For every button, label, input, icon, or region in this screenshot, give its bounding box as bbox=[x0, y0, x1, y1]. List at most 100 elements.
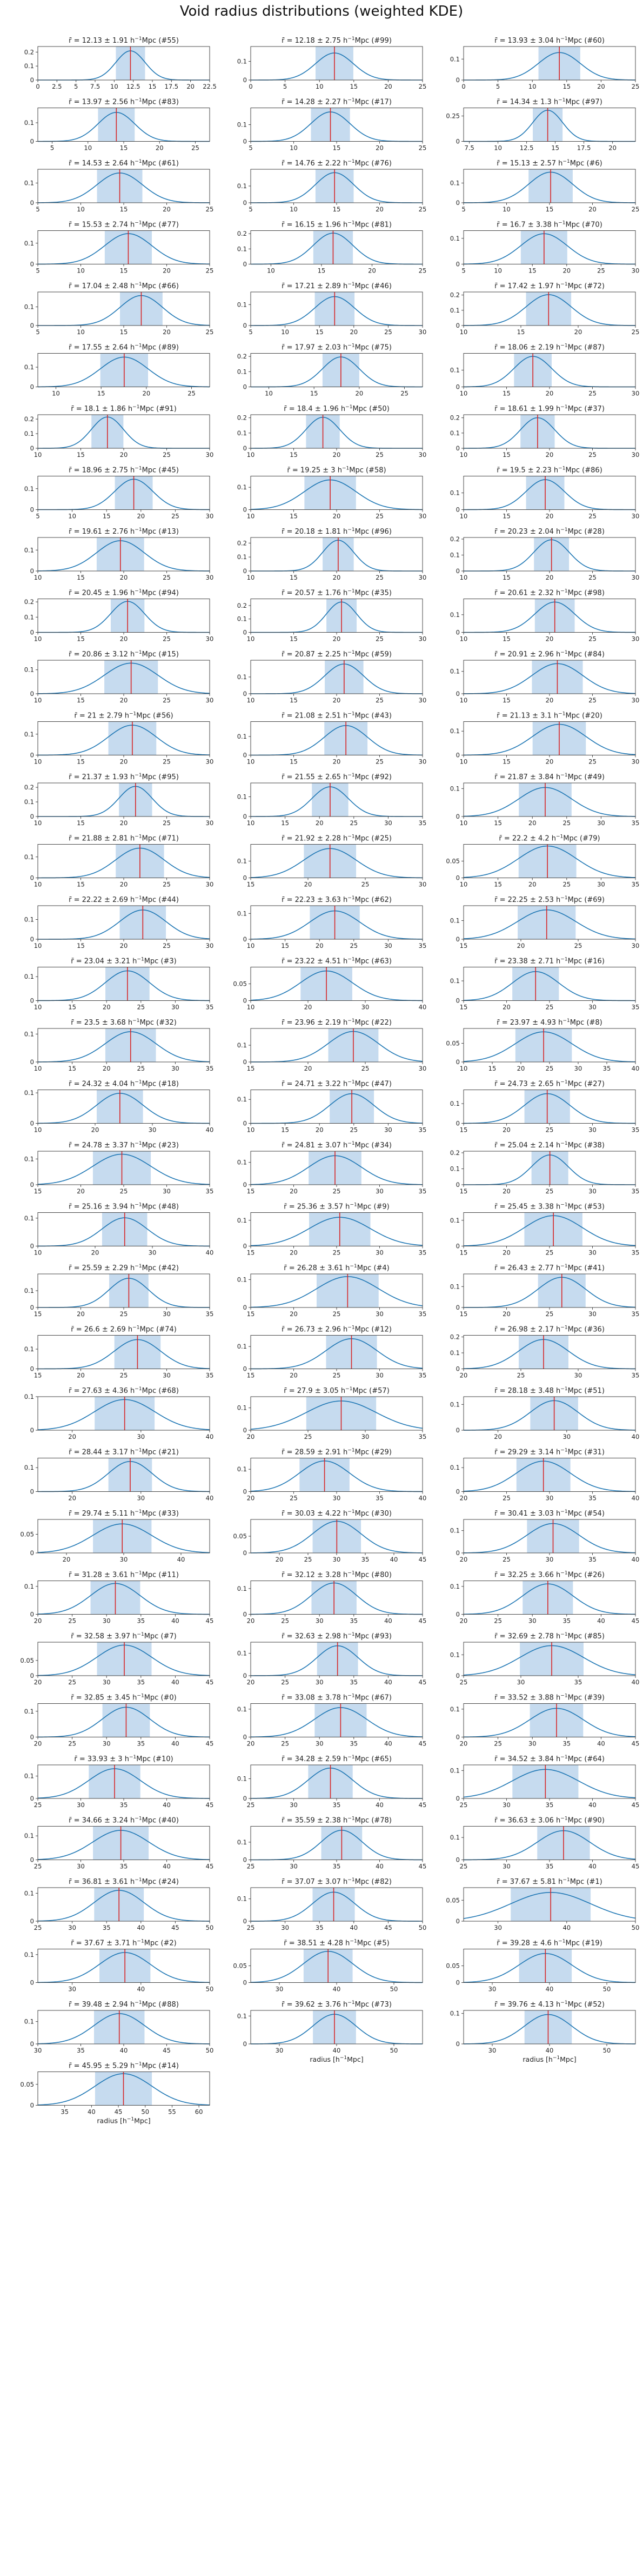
x-tick-label: 10 bbox=[34, 574, 42, 581]
kde-curve bbox=[463, 1708, 636, 1738]
x-tick-label: 50 bbox=[390, 2047, 398, 2054]
x-tick-label: 20 bbox=[247, 1617, 255, 1625]
x-tick-label: 40 bbox=[562, 1924, 571, 1931]
x-tick-label: 15 bbox=[333, 205, 341, 213]
subplot-17: r̄ = 14.28 ± 2.27 h−1Mpc (#17) 5 10 15 20 25 0… bbox=[237, 98, 427, 152]
x-tick-label: 30 bbox=[419, 451, 427, 459]
x-tick-label: 25 bbox=[206, 205, 214, 213]
x-tick-label: 40 bbox=[632, 1678, 640, 1686]
kde-curve bbox=[37, 1644, 210, 1676]
x-tick-label: 25 bbox=[546, 1065, 554, 1072]
subplot-23: r̄ = 24.78 ± 3.37 h−1Mpc (#23) 15 20 25 30 35… bbox=[24, 1141, 214, 1195]
kde-curve bbox=[250, 1400, 423, 1430]
x-tick-label: 25 bbox=[290, 1495, 298, 1502]
axes-frame bbox=[463, 1642, 636, 1676]
subplot-37: r̄ = 18.61 ± 1.99 h−1Mpc (#37) 10 15 20 25 30… bbox=[450, 404, 640, 459]
axes-frame bbox=[37, 476, 210, 510]
subplot-title: r̄ = 36.81 ± 3.61 h−1Mpc (#24) bbox=[69, 1877, 179, 1886]
x-tick-label: 25 bbox=[460, 1678, 468, 1686]
axes-frame bbox=[37, 2072, 210, 2106]
x-tick-label: 12.5 bbox=[126, 83, 140, 90]
x-tick-label: 40 bbox=[163, 1801, 171, 1809]
subplot-title: r̄ = 16.15 ± 1.96 h−1Mpc (#81) bbox=[282, 221, 392, 229]
x-tick-label: 25 bbox=[632, 83, 640, 90]
x-tick-label: 40 bbox=[88, 2108, 96, 2116]
subplot-title: r̄ = 13.97 ± 2.56 h−1Mpc (#83) bbox=[69, 98, 179, 107]
y-tick-label: 0 bbox=[456, 1795, 460, 1802]
y-tick-label: 0 bbox=[30, 1979, 34, 1987]
y-tick-label: 0.2 bbox=[237, 414, 247, 422]
subplot-54: r̄ = 30.41 ± 3.03 h−1Mpc (#54) 20 25 30 35 40… bbox=[450, 1509, 640, 1563]
x-tick-label: 10 bbox=[77, 328, 85, 336]
y-tick-label: 0.1 bbox=[450, 668, 460, 675]
x-tick-label: 40 bbox=[419, 1495, 427, 1502]
x-tick-label: 30 bbox=[316, 1678, 324, 1686]
kde-curve bbox=[463, 845, 636, 878]
x-tick-label: 35 bbox=[137, 1617, 145, 1625]
x-tick-label: 10 bbox=[281, 328, 289, 336]
axes-frame bbox=[37, 1090, 210, 1124]
subplot-title: r̄ = 26.73 ± 2.96 h−1Mpc (#12) bbox=[282, 1325, 392, 1334]
x-tick-label: 25 bbox=[361, 881, 370, 888]
subplot-45: r̄ = 18.96 ± 2.75 h−1Mpc (#45) 5 10 15 20 25 3… bbox=[24, 466, 214, 520]
subplot-49: r̄ = 21.87 ± 3.84 h−1Mpc (#49) 10 15 20 25 30… bbox=[450, 773, 640, 827]
x-tick-label: 25 bbox=[494, 1617, 502, 1625]
subplot-title: r̄ = 15.53 ± 2.74 h−1Mpc (#77) bbox=[69, 221, 179, 229]
subplot-91: r̄ = 18.1 ± 1.86 h−1Mpc (#91) 10 15 20 25 30 0… bbox=[24, 404, 214, 459]
x-tick-label: 30 bbox=[546, 1556, 554, 1563]
x-tick-label: 20 bbox=[91, 1126, 99, 1134]
kde-curve bbox=[251, 233, 423, 265]
x-tick-label: 15 bbox=[528, 267, 537, 275]
subplot-title: r̄ = 23.5 ± 3.68 h−1Mpc (#32) bbox=[71, 1018, 177, 1027]
x-tick-label: 15 bbox=[503, 451, 511, 459]
x-tick-label: 40 bbox=[376, 1801, 384, 1809]
subplot-57: r̄ = 27.9 ± 3.05 h−1Mpc (#57) 20 25 30 35 0 0.… bbox=[237, 1386, 427, 1440]
x-tick-label: 20 bbox=[120, 819, 128, 827]
x-tick-label: 10 bbox=[265, 390, 273, 397]
x-tick-label: 25 bbox=[68, 1617, 76, 1625]
x-tick-label: 15 bbox=[120, 267, 128, 275]
x-tick-label: 35 bbox=[316, 1924, 324, 1931]
x-tick-label: 20 bbox=[120, 451, 128, 459]
x-tick-label: 40 bbox=[163, 1863, 171, 1870]
x-tick-label: 45 bbox=[419, 1801, 427, 1809]
axes-frame bbox=[37, 1949, 210, 1983]
x-tick-label: 10 bbox=[34, 942, 42, 950]
kde-curve bbox=[37, 1153, 210, 1185]
kde-curve bbox=[250, 970, 423, 1001]
subplot-93: r̄ = 32.63 ± 2.98 h−1Mpc (#93) 20 25 30 35 40… bbox=[237, 1632, 427, 1686]
x-tick-label: 15 bbox=[247, 881, 255, 888]
x-tick-label: 12.5 bbox=[520, 144, 534, 152]
x-tick-label: 7.5 bbox=[464, 144, 474, 152]
y-tick-label: 0.2 bbox=[237, 602, 247, 609]
x-tick-label: 15 bbox=[281, 1126, 289, 1134]
y-tick-label: 0.05 bbox=[233, 980, 247, 988]
x-tick-label: 35 bbox=[574, 1678, 582, 1686]
x-tick-label: 30 bbox=[494, 1924, 502, 1931]
x-tick-label: 15 bbox=[247, 1372, 255, 1379]
x-tick-label: 30 bbox=[68, 1986, 76, 1993]
x-tick-label: 25 bbox=[546, 1187, 554, 1195]
kde-curve bbox=[463, 1830, 636, 1861]
subplot-title: r̄ = 19.5 ± 2.23 h−1Mpc (#86) bbox=[497, 466, 602, 475]
kde-curve bbox=[250, 848, 423, 879]
subplot-67: r̄ = 33.08 ± 3.78 h−1Mpc (#67) 20 25 30 35 40… bbox=[237, 1694, 427, 1748]
x-tick-label: 25 bbox=[588, 390, 597, 397]
y-tick-label: 0.2 bbox=[237, 353, 247, 360]
x-tick-label: 35 bbox=[419, 942, 427, 950]
x-tick-label: 30 bbox=[361, 1004, 370, 1011]
x-tick-label: 20 bbox=[350, 328, 358, 336]
subplot-4: r̄ = 26.28 ± 3.61 h−1Mpc (#4) 15 20 25 30 35 0… bbox=[237, 1264, 427, 1318]
x-tick-label: 25 bbox=[171, 513, 179, 520]
x-tick-label: 30 bbox=[419, 881, 427, 888]
kde-curve bbox=[37, 172, 210, 203]
axes-frame bbox=[250, 905, 423, 940]
x-tick-label: 20 bbox=[304, 1004, 312, 1011]
y-tick-label: 0 bbox=[30, 690, 34, 698]
x-tick-label: 25 bbox=[546, 1249, 554, 1257]
x-tick-label: 20 bbox=[186, 83, 195, 90]
x-tick-label: 20 bbox=[316, 1126, 324, 1134]
subplot-title: r̄ = 13.93 ± 3.04 h−1Mpc (#60) bbox=[494, 36, 605, 45]
x-tick-label: 15 bbox=[494, 819, 502, 827]
y-tick-label: 0 bbox=[243, 874, 247, 882]
